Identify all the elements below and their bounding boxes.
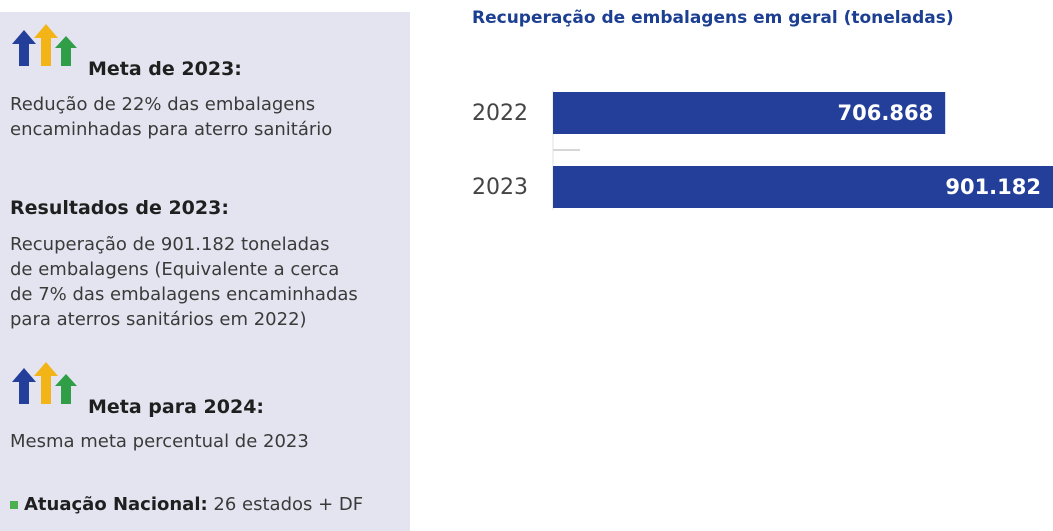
- next-title: Meta para 2024:: [88, 396, 265, 418]
- results-line: Recuperação de 901.182 toneladas: [10, 234, 330, 255]
- scope-label: Atuação Nacional:: [24, 494, 208, 515]
- results-line: de embalagens (Equivalente a cerca: [10, 259, 340, 280]
- results-line: para aterros sanitários em 2022): [10, 309, 307, 330]
- results-title: Resultados de 2023:: [10, 197, 229, 219]
- goal-title: Meta de 2023:: [88, 58, 242, 80]
- bar: [553, 92, 946, 134]
- results-line: de 7% das embalagens encaminhadas: [10, 284, 358, 305]
- value-label: 901.182: [945, 175, 1041, 199]
- scope-text: 26 estados + DF: [207, 494, 364, 515]
- scope: Atuação Nacional: 26 estados + DF: [10, 492, 363, 517]
- info-panel: Meta de 2023: Redução de 22% das embalag…: [0, 12, 410, 531]
- chart-title: Recuperação de embalagens em geral (tone…: [472, 8, 954, 28]
- y-tick-label: 2022: [472, 101, 528, 126]
- goal-line: encaminhadas para aterro sanitário: [10, 119, 333, 140]
- y-tick-label: 2023: [472, 175, 528, 200]
- goal-line: Redução de 22% das embalagens: [10, 94, 316, 115]
- arrows-icon: [12, 362, 77, 404]
- chart: 2022 706.868 2023 901.182: [472, 90, 1053, 210]
- arrows-icon: [12, 24, 77, 66]
- next-text: Mesma meta percentual de 2023: [10, 431, 309, 452]
- bar: [553, 166, 1053, 208]
- value-label: 706.868: [838, 101, 934, 125]
- bullet: [10, 501, 18, 509]
